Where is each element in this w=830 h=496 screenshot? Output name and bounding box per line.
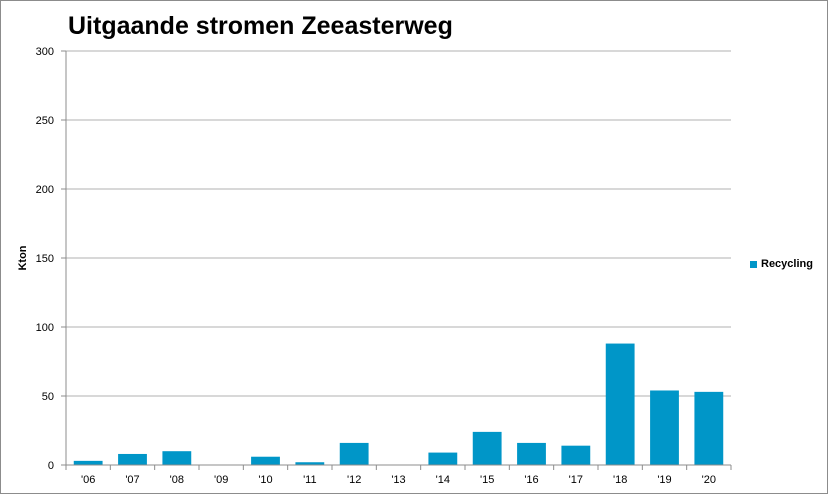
bar-12 — [339, 442, 369, 465]
y-tick-label: 200 — [36, 184, 54, 196]
y-tick-label: 300 — [36, 46, 54, 58]
y-tick-label: 250 — [36, 115, 54, 127]
gridlines — [66, 50, 731, 397]
x-tick-label: '17 — [569, 474, 583, 486]
x-tick-label: '18 — [613, 474, 627, 486]
axes — [61, 50, 732, 470]
bar-14 — [428, 452, 458, 465]
y-tick-label: 0 — [48, 460, 54, 472]
bar-19 — [650, 390, 679, 465]
x-tick-label: '14 — [436, 474, 450, 486]
bar-17 — [561, 445, 591, 465]
x-tick-label: '19 — [657, 474, 671, 486]
x-tick-label: '12 — [347, 474, 361, 486]
x-tick-label: '13 — [391, 474, 405, 486]
x-tick-label: '06 — [81, 474, 95, 486]
x-tick-label: '15 — [480, 474, 494, 486]
bar-18 — [605, 343, 635, 465]
bars — [73, 343, 724, 465]
bar-10 — [251, 456, 280, 465]
y-axis-label: Kton — [17, 245, 29, 270]
bar-15 — [472, 431, 502, 465]
bar-11 — [295, 462, 325, 465]
bar-16 — [517, 442, 546, 465]
bar-08 — [162, 451, 192, 465]
y-tick-labels: 0 50 100 150 200 250 300 — [36, 46, 54, 472]
legend: Recycling — [750, 258, 813, 270]
bar-06 — [73, 460, 103, 465]
x-tick-label: '16 — [524, 474, 538, 486]
x-tick-label: '10 — [258, 474, 272, 486]
y-tick-label: 100 — [36, 322, 54, 334]
x-tick-label: '09 — [214, 474, 228, 486]
x-tick-label: '07 — [125, 474, 139, 486]
bar-20 — [694, 391, 724, 465]
legend-label-recycling: Recycling — [761, 258, 813, 270]
x-tick-label: '08 — [170, 474, 184, 486]
x-tick-label: '11 — [303, 474, 317, 486]
legend-swatch-recycling — [750, 260, 757, 268]
x-tick-labels: '06 '07 '08 '09 '10 '11 '12 '13 '14 '15 '16 '17 '18 '… — [81, 474, 716, 486]
y-tick-label: 50 — [42, 391, 54, 403]
y-tick-label: 150 — [36, 253, 54, 265]
x-tick-label: '20 — [702, 474, 716, 486]
bar-07 — [118, 453, 147, 465]
chart-title: Uitgaande stromen Zeeasterweg — [68, 12, 453, 40]
